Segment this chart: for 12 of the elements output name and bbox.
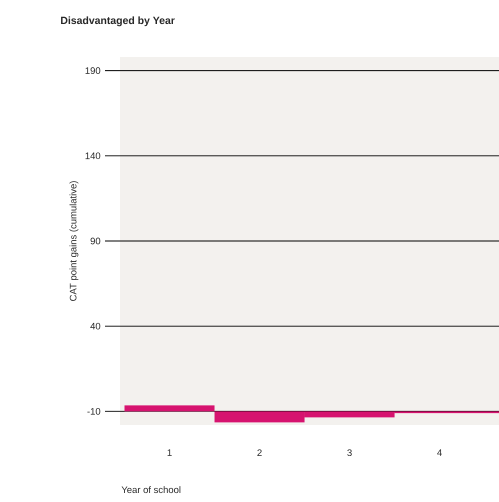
x-tick-label: 1 — [168, 449, 172, 456]
chart-title: Disadvantaged by Year — [61, 16, 175, 26]
y-tick-label: 190 — [86, 67, 100, 74]
x-axis-title: Year of school — [122, 486, 180, 494]
y-tick-label: 90 — [90, 238, 100, 244]
y-tick-label: 40 — [90, 322, 100, 330]
y-tick-label: -10 — [87, 408, 100, 415]
y-tick-label: 140 — [86, 152, 100, 160]
y-axis-title: CAT point gains (cumulative) — [70, 181, 78, 301]
x-tick-label: 2 — [257, 449, 262, 456]
x-tick-label: 4 — [437, 449, 442, 456]
x-tick-label: 3 — [347, 449, 352, 456]
